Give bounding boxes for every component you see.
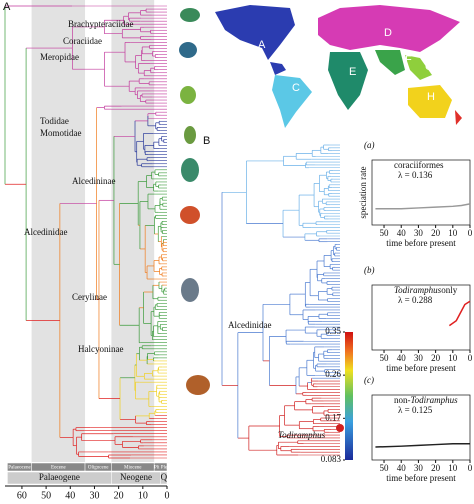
- map-region-label: G: [425, 61, 434, 73]
- tick-label: 50: [380, 353, 390, 363]
- y-axis-label: speciation rate: [358, 166, 368, 218]
- plot-frame: [371, 159, 471, 226]
- period-label: Q: [161, 472, 168, 482]
- map-region-label: C: [292, 82, 300, 94]
- clade-label: Todidae: [40, 116, 69, 126]
- lambda-label: λ = 0.288: [398, 295, 433, 305]
- title-part: Todiramphus: [394, 285, 442, 295]
- clade-label: Brachypteraciidae: [68, 19, 133, 29]
- plot-title: non-Todiramphus: [394, 395, 458, 405]
- clade-label: Coraciidae: [63, 36, 102, 46]
- panel-label: B: [203, 135, 210, 147]
- tick-label: 20: [431, 228, 441, 238]
- tick-label: 30: [414, 353, 424, 363]
- tick-label: 20: [114, 490, 124, 501]
- map-region-label: D: [384, 27, 392, 39]
- tick-label: 50: [380, 228, 390, 238]
- tick-label: 50: [41, 490, 51, 501]
- plot-frame: [371, 394, 471, 461]
- tick-label: 0: [165, 490, 170, 501]
- plot-frame: [371, 284, 471, 351]
- tick-label: 30: [414, 228, 424, 238]
- tick-label: 0: [468, 228, 473, 238]
- epoch-label: Palaeocene: [8, 466, 31, 471]
- tick-label: 10: [448, 353, 458, 363]
- tick-label: 30: [414, 463, 424, 473]
- clade-label: Alcedininae: [72, 176, 115, 186]
- clade-label: Alcedinidae: [228, 320, 271, 330]
- clade-label: Halcyoninae: [78, 344, 123, 354]
- epoch-label: Pli Ple: [154, 466, 168, 471]
- tick-label: 0: [468, 463, 473, 473]
- map-region-label: H: [427, 91, 435, 103]
- tick-label: 20: [431, 463, 441, 473]
- period-label: Neogene: [120, 472, 152, 482]
- title-part: non-: [394, 395, 411, 405]
- colorbar: [345, 332, 353, 460]
- tick-label: 50: [380, 463, 390, 473]
- epoch-band: [111, 0, 155, 462]
- rate-line: [375, 203, 471, 210]
- map-region-label: A: [258, 39, 266, 51]
- rate-line: [448, 300, 471, 327]
- tick-label: 40: [397, 228, 407, 238]
- panel-label: A: [3, 1, 11, 13]
- clade-label: Meropidae: [40, 52, 79, 62]
- period-label: Palaeogene: [39, 472, 80, 482]
- period-cell: [160, 471, 168, 485]
- plot-label: (a): [364, 140, 375, 150]
- epoch-label: Miocene: [124, 466, 142, 471]
- tick-label: 40: [65, 490, 75, 501]
- tick-label: 10: [448, 463, 458, 473]
- tick-label: 10: [138, 490, 148, 501]
- lambda-label: λ = 0.136: [398, 170, 433, 180]
- todiramphus-node: [336, 424, 344, 432]
- tick-label: 30: [89, 490, 99, 501]
- plot-label: (b): [364, 265, 375, 275]
- tick-label: 60: [17, 490, 27, 501]
- x-axis-label: time before present: [386, 238, 456, 248]
- clade-label: Alcedinidae: [24, 227, 67, 237]
- world-map: [215, 5, 462, 128]
- tick-label: 40: [397, 463, 407, 473]
- colorbar-tick-label: 0.35: [325, 326, 341, 336]
- rate-line: [375, 443, 470, 448]
- map-region-label: E: [349, 66, 356, 78]
- plot-title: coraciiformes: [394, 160, 444, 170]
- epoch-label: Eocene: [51, 466, 66, 471]
- x-axis-label: time before present: [386, 473, 456, 483]
- map-region-label: F: [405, 54, 412, 66]
- epoch-band: [31, 0, 86, 462]
- bird-illustrations: [179, 8, 210, 395]
- colorbar-tick-label: 0.26: [325, 369, 341, 379]
- colorbar-tick-label: 0.083: [321, 454, 342, 464]
- clade-label: Todiramphus: [278, 430, 326, 440]
- title-part: Todiramphus: [411, 395, 459, 405]
- x-axis-label: time before present: [386, 363, 456, 373]
- clade-label: Momotidae: [40, 128, 82, 138]
- title-part: only: [441, 285, 458, 295]
- map-region-label: B: [287, 49, 294, 61]
- tick-label: 10: [448, 228, 458, 238]
- title-part: coraciiformes: [394, 160, 444, 170]
- colorbar-tick-label: 0.17: [325, 412, 341, 422]
- lambda-label: λ = 0.125: [398, 405, 433, 415]
- epoch-label: Oligocene: [88, 466, 109, 471]
- tick-label: 40: [397, 353, 407, 363]
- tick-label: 20: [431, 353, 441, 363]
- plot-label: (c): [364, 375, 374, 385]
- plot-title: Todiramphusonly: [394, 285, 458, 295]
- clade-label: Cerylinae: [72, 292, 107, 302]
- epoch-cell: [153, 462, 168, 472]
- tick-label: 0: [468, 353, 473, 363]
